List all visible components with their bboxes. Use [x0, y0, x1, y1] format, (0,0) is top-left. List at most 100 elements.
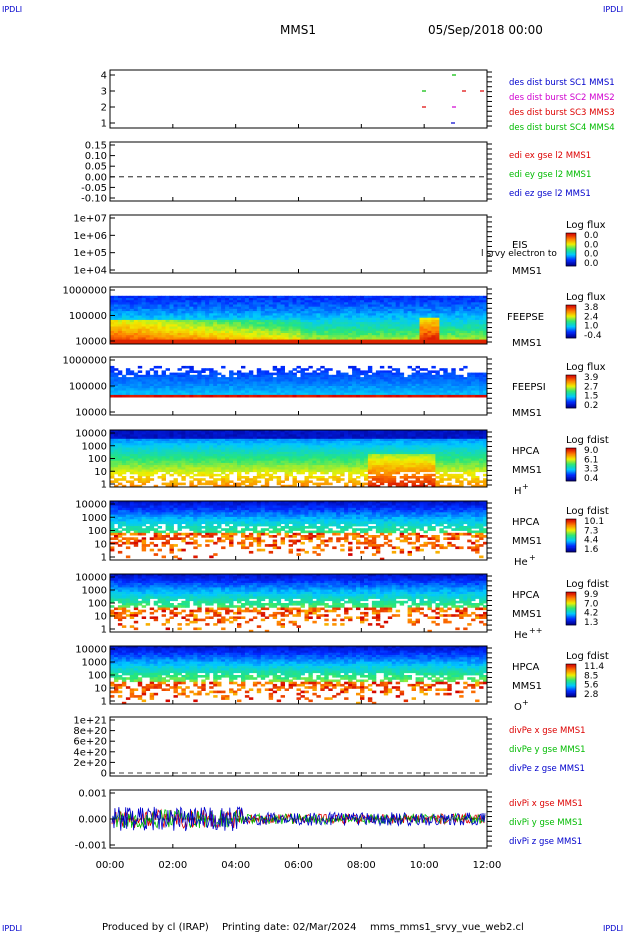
heatmap-cell: [415, 322, 420, 325]
heatmap-cell: [455, 333, 460, 336]
heatmap-cell: [451, 319, 456, 323]
heatmap-cell: [367, 341, 373, 345]
heatmap-cell: [447, 388, 452, 391]
heatmap-cell: [125, 434, 131, 437]
heatmap-cell: [209, 430, 214, 433]
heatmap-cell: [229, 337, 234, 340]
heatmap-cell: [209, 304, 214, 308]
heatmap-cell: [415, 381, 420, 385]
heatmap-cell: [145, 451, 151, 455]
heatmap-cell: [375, 372, 381, 376]
heatmap-cell: [292, 388, 297, 391]
heatmap-cell: [237, 372, 242, 376]
heatmap-cell: [137, 337, 143, 340]
heatmap-cell: [145, 379, 151, 382]
heatmap-cell: [129, 390, 135, 394]
heatmap-cell: [352, 438, 357, 442]
heatmap-cell: [244, 394, 250, 398]
heatmap-cell: [344, 394, 349, 398]
heatmap-cell: [137, 465, 143, 468]
heatmap-cell: [348, 335, 353, 338]
heatmap-cell: [141, 436, 147, 440]
heatmap-cell: [256, 295, 262, 299]
heatmap-cell: [304, 449, 309, 453]
heatmap-cell: [233, 381, 238, 385]
heatmap-cell: [328, 379, 333, 382]
heatmap-cell: [304, 394, 309, 398]
heatmap-cell: [205, 317, 210, 321]
heatmap-cell: [324, 319, 329, 323]
heatmap-cell: [459, 311, 464, 314]
heatmap-cell: [272, 333, 278, 336]
heatmap-cell: [221, 339, 226, 343]
heatmap-cell: [161, 443, 166, 446]
heatmap-cell: [213, 381, 218, 385]
heatmap-cell: [423, 317, 428, 321]
heatmap-cell: [427, 306, 432, 310]
heatmap-cell: [431, 379, 436, 382]
heatmap-cell: [364, 476, 369, 479]
heatmap-cell: [145, 317, 151, 321]
heatmap-cell: [407, 335, 412, 338]
heatmap-cell: [237, 430, 242, 433]
heatmap-cell: [483, 386, 488, 389]
colorbar-segment: [566, 316, 576, 318]
heatmap-cell: [129, 317, 135, 321]
heatmap-cell: [149, 392, 155, 396]
heatmap-cell: [419, 315, 424, 319]
heatmap-cell: [391, 295, 397, 299]
heatmap-cell: [264, 386, 270, 389]
heatmap-cell: [312, 432, 317, 435]
heatmap-cell: [463, 311, 468, 314]
heatmap-cell: [300, 374, 305, 378]
heatmap-cell: [110, 377, 115, 380]
y-tick-label: 10000: [75, 337, 107, 348]
heatmap-cell: [252, 326, 258, 330]
heatmap-cell: [431, 306, 436, 310]
heatmap-cell: [316, 322, 321, 325]
heatmap-cell: [264, 377, 270, 380]
heatmap-cell: [367, 300, 373, 303]
heatmap-cell: [455, 313, 460, 316]
heatmap-cell: [248, 430, 254, 433]
heatmap-cell: [110, 388, 115, 391]
heatmap-cell: [241, 300, 246, 303]
heatmap-cell: [272, 295, 278, 299]
heatmap-cell: [360, 441, 365, 444]
heatmap-cell: [121, 341, 127, 345]
heatmap-cell: [455, 335, 460, 338]
heatmap-cell: [237, 445, 242, 448]
heatmap-cell: [181, 476, 186, 479]
heatmap-cell: [248, 335, 254, 338]
heatmap-cell: [209, 330, 214, 334]
heatmap-cell: [153, 322, 159, 325]
heatmap-cell: [276, 322, 282, 325]
heatmap-cell: [483, 298, 488, 301]
heatmap-cell: [415, 298, 420, 301]
heatmap-cell: [336, 306, 341, 310]
colorbar-segment: [566, 329, 576, 331]
heatmap-cell: [260, 484, 266, 488]
heatmap-cell: [233, 295, 238, 299]
heatmap-cell: [439, 374, 444, 378]
heatmap-cell: [375, 377, 381, 380]
heatmap-cell: [173, 330, 178, 334]
heatmap-cell: [217, 322, 222, 325]
heatmap-cell: [360, 462, 365, 466]
heatmap-cell: [336, 467, 341, 470]
heatmap-cell: [411, 372, 416, 376]
heatmap-cell: [360, 454, 365, 457]
heatmap-cell: [185, 341, 190, 345]
heatmap-cell: [356, 370, 361, 373]
heatmap-cell: [328, 308, 333, 312]
heatmap-cell: [177, 465, 182, 468]
heatmap-cell: [423, 377, 428, 380]
heatmap-cell: [344, 372, 349, 376]
heatmap-cell: [411, 311, 416, 314]
heatmap-cell: [304, 383, 309, 387]
heatmap-cell: [288, 337, 293, 340]
heatmap-cell: [237, 447, 242, 451]
heatmap-cell: [229, 445, 234, 448]
heatmap-cell: [169, 308, 174, 312]
heatmap-cell: [431, 388, 436, 391]
